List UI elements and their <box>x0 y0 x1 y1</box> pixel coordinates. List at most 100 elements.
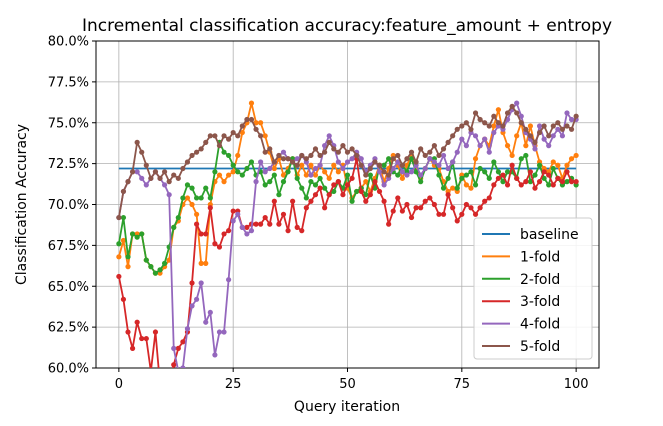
x-tick-label: 50 <box>339 377 356 392</box>
data-point-1-fold <box>235 152 241 159</box>
data-point-4-fold <box>532 146 538 152</box>
data-point-4-fold <box>344 159 351 165</box>
data-point-1-fold <box>523 143 529 149</box>
data-point-4-fold <box>454 149 460 155</box>
data-point-2-fold <box>523 152 529 159</box>
data-point-5-fold <box>285 156 291 162</box>
data-point-5-fold <box>161 169 168 175</box>
data-point-4-fold <box>262 169 268 175</box>
data-point-2-fold <box>171 224 177 230</box>
data-point-3-fold <box>408 214 415 221</box>
data-point-3-fold <box>285 228 291 234</box>
y-tick-label: 65.0% <box>48 280 89 295</box>
data-point-2-fold <box>267 179 273 185</box>
data-point-3-fold <box>413 205 419 211</box>
y-tick-label: 77.5% <box>48 75 89 90</box>
data-point-3-fold <box>445 192 451 198</box>
data-point-5-fold <box>189 152 195 159</box>
data-point-1-fold <box>262 133 268 139</box>
data-point-5-fold <box>399 162 405 168</box>
data-point-4-fold <box>294 156 300 162</box>
x-tick-label: 0 <box>115 377 123 392</box>
data-point-2-fold <box>495 169 501 175</box>
data-point-4-fold <box>326 133 332 139</box>
data-point-4-fold <box>559 133 566 139</box>
data-point-5-fold <box>404 156 410 162</box>
data-point-1-fold <box>226 172 232 178</box>
data-point-3-fold <box>139 335 145 342</box>
data-point-5-fold <box>134 139 140 145</box>
series-5-fold <box>116 103 579 221</box>
data-point-2-fold <box>564 179 570 185</box>
data-point-2-fold <box>486 175 492 181</box>
data-point-4-fold <box>408 169 415 175</box>
data-point-4-fold <box>230 218 236 224</box>
data-point-2-fold <box>322 185 328 191</box>
data-point-3-fold <box>303 205 309 211</box>
data-point-5-fold <box>248 116 255 123</box>
data-point-5-fold <box>166 179 172 185</box>
data-point-4-fold <box>431 159 437 165</box>
data-point-5-fold <box>280 156 287 162</box>
data-point-2-fold <box>143 257 149 263</box>
data-point-5-fold <box>482 120 488 126</box>
data-point-5-fold <box>244 116 250 123</box>
data-point-2-fold <box>294 175 300 181</box>
data-point-5-fold <box>555 120 561 126</box>
data-point-2-fold <box>299 185 305 191</box>
data-point-5-fold <box>408 149 415 155</box>
data-point-3-fold <box>399 208 405 214</box>
data-point-1-fold <box>450 185 456 191</box>
data-point-2-fold <box>125 254 131 260</box>
data-point-1-fold <box>253 120 259 126</box>
data-point-5-fold <box>550 123 556 129</box>
data-point-5-fold <box>390 156 396 162</box>
data-point-4-fold <box>564 110 570 116</box>
data-point-1-fold <box>184 195 191 201</box>
data-point-2-fold <box>221 149 227 155</box>
data-point-5-fold <box>317 152 323 159</box>
data-point-3-fold <box>317 185 323 191</box>
data-point-4-fold <box>134 169 140 175</box>
data-point-5-fold <box>491 113 497 119</box>
data-point-2-fold <box>212 169 218 175</box>
data-point-4-fold <box>180 365 186 368</box>
data-point-4-fold <box>536 123 543 129</box>
data-point-5-fold <box>427 149 433 155</box>
data-point-3-fold <box>207 205 213 211</box>
data-point-1-fold <box>573 152 579 159</box>
data-point-5-fold <box>253 126 259 132</box>
data-point-5-fold <box>322 149 328 155</box>
data-point-4-fold <box>244 231 250 237</box>
data-point-3-fold <box>431 201 437 208</box>
data-point-1-fold <box>568 156 575 162</box>
legend-label: baseline <box>520 227 579 243</box>
data-point-4-fold <box>317 162 323 168</box>
data-point-2-fold <box>550 165 556 172</box>
x-tick-label: 25 <box>225 377 242 392</box>
data-point-2-fold <box>244 165 250 172</box>
data-point-2-fold <box>381 162 387 168</box>
data-point-2-fold <box>203 185 209 191</box>
data-point-4-fold <box>189 303 195 309</box>
data-point-4-fold <box>546 143 552 149</box>
data-point-3-fold <box>312 192 319 198</box>
data-point-2-fold <box>500 179 506 185</box>
data-point-4-fold <box>358 156 364 162</box>
y-tick-label: 70.0% <box>48 198 89 213</box>
data-point-3-fold <box>381 198 387 204</box>
data-point-4-fold <box>161 182 168 188</box>
data-point-3-fold <box>271 198 277 204</box>
data-point-5-fold <box>335 149 341 155</box>
data-point-3-fold <box>226 228 232 234</box>
data-point-2-fold <box>395 172 401 178</box>
data-point-3-fold <box>395 195 401 201</box>
data-point-5-fold <box>180 165 186 172</box>
data-point-5-fold <box>472 110 479 116</box>
data-point-3-fold <box>294 224 300 230</box>
data-point-2-fold <box>436 172 442 178</box>
data-point-3-fold <box>322 205 328 211</box>
data-point-5-fold <box>454 126 460 132</box>
data-point-4-fold <box>340 165 346 172</box>
data-point-3-fold <box>450 205 456 211</box>
